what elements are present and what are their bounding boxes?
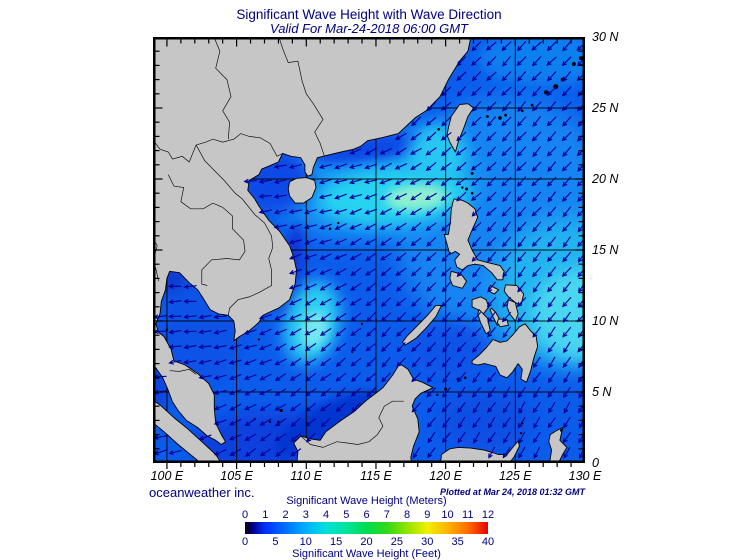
y-axis-label: 5 N xyxy=(592,385,612,399)
colorbar-meters-tick: 5 xyxy=(343,509,350,521)
x-axis-label: 100 E xyxy=(150,469,184,483)
map-frame xyxy=(153,37,585,463)
colorbar-feet-tick: 30 xyxy=(421,536,434,548)
credit-plotted: Plotted at Mar 24, 2018 01:32 GMT xyxy=(439,487,585,497)
figure-title: Significant Wave Height with Wave Direct… xyxy=(236,7,502,22)
colorbar-meters-tick: 10 xyxy=(441,509,454,521)
colorbar-meters-tick: 8 xyxy=(403,509,411,521)
x-axis-label: 115 E xyxy=(360,469,392,483)
colorbar-meters-label: Significant Wave Height (Meters) xyxy=(286,495,447,507)
colorbar-meters-tick: 4 xyxy=(322,509,330,521)
colorbar-meters-tick: 0 xyxy=(241,509,249,521)
y-axis-label: 10 N xyxy=(592,314,619,328)
colorbar-meters-tick: 12 xyxy=(481,509,495,521)
x-axis-label: 120 E xyxy=(429,469,462,483)
y-axis-label: 20 N xyxy=(592,172,619,186)
colorbar-feet-tick: 10 xyxy=(299,536,312,548)
y-axis-label: 25 N xyxy=(592,101,619,115)
colorbar-meters-tick: 1 xyxy=(262,509,269,521)
colorbar-feet-tick: 35 xyxy=(451,536,464,548)
colorbar-feet-tick: 20 xyxy=(360,536,373,548)
x-axis-label: 110 E xyxy=(290,469,323,483)
colorbar-meters-tick: 2 xyxy=(282,509,289,521)
colorbar-feet-tick: 40 xyxy=(481,536,495,548)
colorbar-meters-tick: 11 xyxy=(462,509,474,521)
colorbar-meters-tick: 6 xyxy=(363,509,370,521)
x-axis-label: 130 E xyxy=(568,469,602,483)
y-axis-label: 0 xyxy=(592,456,599,470)
credit-provider: oceanweather inc. xyxy=(149,485,255,500)
y-axis-label: 30 N xyxy=(592,30,619,44)
colorbar-feet-tick: 0 xyxy=(241,536,249,548)
figure-subtitle: Valid For Mar-24-2018 06:00 GMT xyxy=(270,21,468,36)
colorbar-meters-tick: 9 xyxy=(424,509,431,521)
land-layer xyxy=(153,37,583,463)
colorbar-meters-tick: 7 xyxy=(383,509,390,521)
map-ticks xyxy=(155,39,583,469)
colorbar-feet-tick: 15 xyxy=(330,536,343,548)
map-canvas xyxy=(153,37,585,469)
x-axis-label: 125 E xyxy=(498,469,532,483)
x-axis-label: 105 E xyxy=(220,469,253,483)
colorbar-feet-tick: 25 xyxy=(390,536,403,548)
colorbar-feet-label: Significant Wave Height (Feet) xyxy=(292,548,441,560)
wave-arrows xyxy=(153,40,585,460)
colorbar-meters-tick: 3 xyxy=(302,509,309,521)
colorbar-feet-tick: 5 xyxy=(272,536,279,548)
y-axis-label: 15 N xyxy=(592,243,619,257)
colorbar-gradient-bar xyxy=(245,522,488,534)
